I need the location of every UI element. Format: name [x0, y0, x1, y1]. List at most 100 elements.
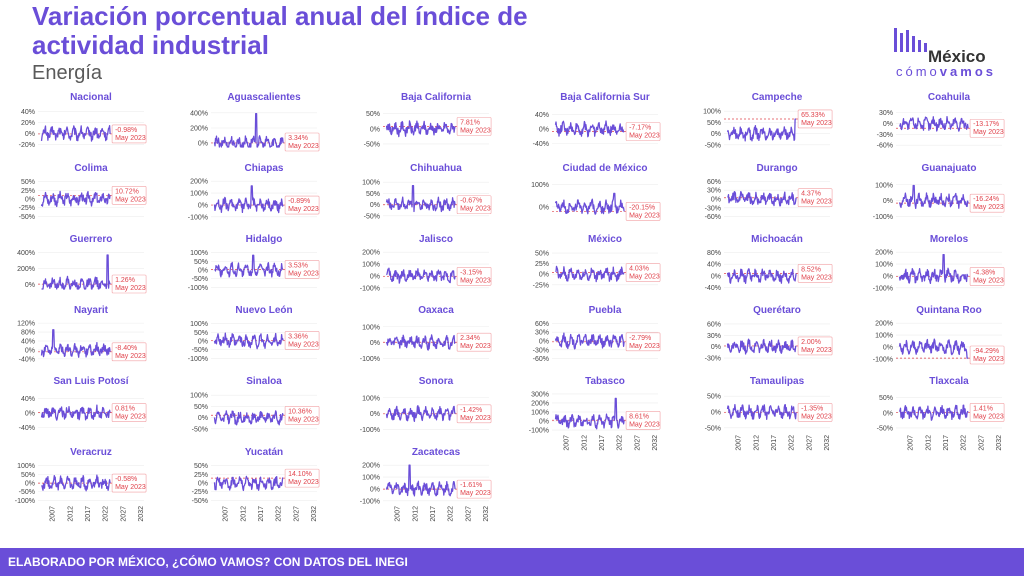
series-line [385, 267, 456, 284]
y-tick-label: 40% [707, 262, 721, 269]
panel-title: Tamaulipas [750, 376, 805, 387]
panel-title: Sinaloa [246, 376, 282, 387]
y-tick-label: 50% [535, 251, 549, 258]
y-tick-label: -25% [533, 282, 549, 289]
y-tick-label: 40% [21, 396, 35, 403]
y-tick-label: 100% [362, 475, 380, 482]
y-tick-label: 0% [198, 415, 208, 422]
y-tick-label: -100% [360, 427, 380, 434]
series-line [385, 405, 456, 423]
y-tick-label: 0% [198, 339, 208, 346]
x-tick-label: 2022 [961, 435, 968, 451]
period-label: May 2023 [115, 353, 146, 360]
y-tick-label: -100% [873, 285, 893, 292]
y-tick-label: 100% [17, 463, 35, 470]
panel-title: Chiapas [245, 163, 284, 174]
y-tick-label: 50% [194, 259, 208, 266]
panel-title: San Luis Potosí [53, 376, 129, 387]
value-label-box [456, 195, 492, 215]
value-label: -4.38% [973, 269, 995, 276]
y-tick-label: -30% [705, 356, 721, 363]
value-label-box [111, 473, 147, 493]
series-line [385, 184, 456, 213]
period-label: May 2023 [801, 413, 832, 420]
y-tick-label: 0% [370, 202, 380, 209]
panel-title: Jalisco [419, 234, 453, 245]
value-label: -8.40% [115, 345, 137, 352]
period-label: May 2023 [629, 212, 660, 219]
y-tick-label: 200% [190, 179, 208, 186]
y-tick-label: 50% [879, 395, 893, 402]
value-label: 8.61% [629, 413, 649, 420]
x-tick-label: 2007 [736, 435, 743, 451]
y-tick-label: 200% [17, 266, 35, 273]
period-label: May 2023 [801, 120, 832, 127]
y-tick-label: 0% [539, 126, 549, 133]
value-label: -0.67% [460, 198, 482, 205]
series-line [385, 334, 456, 351]
value-label-box [284, 468, 320, 488]
value-label-box [456, 404, 492, 424]
value-label-box [625, 410, 661, 430]
period-label: May 2023 [460, 206, 491, 213]
footer-text: ELABORADO POR MÉXICO, ¿CÓMO VAMOS? CON D… [8, 555, 408, 569]
page-title: Variación porcentual anual del índice de… [32, 1, 528, 60]
y-tick-label: 0% [198, 481, 208, 488]
panel: -100% 0% 100% 200% -94.29%May 2023 Quintana R… [873, 305, 1005, 365]
x-tick-label: 2017 [85, 506, 92, 522]
panel: -100% 0% 100% 200% 300% 8.61%May 2023 Tabasco 2… [529, 376, 661, 451]
panel-title: Oaxaca [418, 305, 454, 316]
period-label: May 2023 [629, 132, 660, 139]
y-tick-label: -60% [705, 214, 721, 221]
series-line [555, 265, 625, 283]
y-tick-label: 0% [25, 131, 35, 138]
value-label: 0.81% [115, 406, 135, 413]
x-tick-label: 2007 [564, 435, 571, 451]
value-label-box [284, 405, 320, 425]
footer: ELABORADO POR MÉXICO, ¿CÓMO VAMOS? CON D… [0, 548, 1024, 576]
y-tick-label: 100% [362, 395, 380, 402]
value-label: -7.17% [629, 124, 651, 131]
x-tick-label: 2032 [824, 435, 831, 451]
panel: -100% 0% 100% -16.24%May 2023 Guanajuato [873, 163, 1005, 221]
y-tick-label: -30% [705, 205, 721, 212]
panel: -100% 0% 100% 200% -4.38%May 2023 Morelos [873, 234, 1005, 292]
panel: -50% -25%0% 25% 50% 10.72%May 2023 Colima [19, 163, 147, 221]
y-tick-label: 100% [531, 410, 549, 417]
series-line [726, 338, 797, 355]
panel-title: Hidalgo [246, 234, 283, 245]
series-line [213, 410, 284, 426]
value-label: 4.37% [801, 191, 821, 198]
x-tick-label: 2027 [806, 435, 813, 451]
panel: -50% 0% 50% 100% -0.67%May 2023 Chihuahua [362, 163, 492, 220]
y-tick-label: 50% [366, 191, 380, 198]
panel-title: Zacatecas [412, 447, 461, 458]
value-label-box [969, 267, 1005, 286]
y-tick-label: -50% [364, 213, 380, 220]
panel: -60% -30%0% 30% 60% -2.79%May 2023 Puebla [533, 305, 661, 363]
series-line [898, 338, 969, 359]
y-tick-label: 50% [21, 179, 35, 186]
page-subtitle: Energía [32, 62, 103, 84]
value-label: -1.61% [460, 482, 482, 489]
x-tick-label: 2022 [276, 506, 283, 522]
x-tick-label: 2012 [581, 435, 588, 451]
value-label-box [625, 332, 661, 352]
y-tick-label: 200% [875, 250, 893, 257]
value-label: 14.10% [288, 471, 312, 478]
panel-title: Nacional [70, 92, 112, 103]
panel: -100% -50%0% 50% 100% 3.53%May 2023 Hidalgo [188, 234, 320, 292]
y-tick-label: 30% [535, 330, 549, 337]
panel: -100% 0% 100% 200% -0.89%May 2023 Chiapas [188, 163, 320, 221]
period-label: May 2023 [288, 479, 319, 486]
value-label-box [456, 332, 492, 352]
value-label: -1.42% [460, 407, 482, 414]
x-tick-label: 2027 [465, 506, 472, 522]
x-tick-label: 2027 [120, 506, 127, 522]
x-tick-label: 2027 [293, 506, 300, 522]
y-tick-label: 0% [883, 344, 893, 351]
y-tick-label: 0% [370, 126, 380, 133]
period-label: May 2023 [288, 416, 319, 423]
y-tick-label: 0% [883, 410, 893, 417]
value-label-box [111, 185, 147, 205]
